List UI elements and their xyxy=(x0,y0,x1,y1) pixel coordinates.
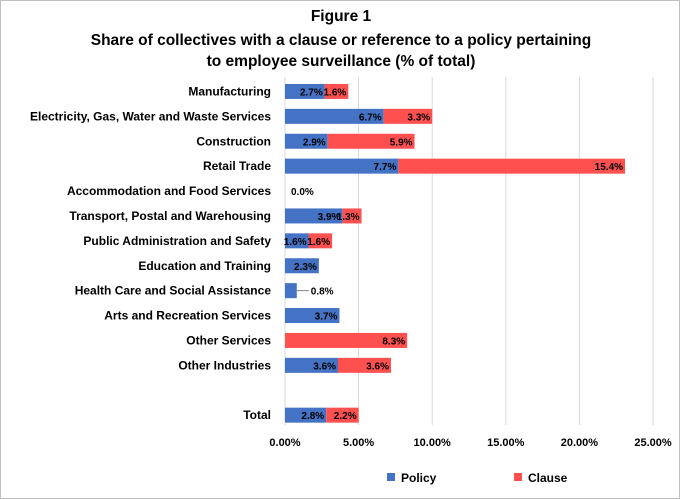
bar-policy xyxy=(285,83,325,99)
bar-clause xyxy=(383,108,433,124)
bar-policy xyxy=(285,158,399,174)
category-label: Public Administration and Safety xyxy=(83,234,271,248)
data-label: 3.7% xyxy=(315,312,338,323)
bar-clause xyxy=(324,83,349,99)
data-label: 8.3% xyxy=(382,336,405,347)
data-label: 0.8% xyxy=(311,287,334,298)
category-label: Other Industries xyxy=(178,358,271,372)
bar-policy xyxy=(285,357,338,373)
bar-clause xyxy=(398,158,626,174)
data-label: 1.6% xyxy=(323,87,346,98)
x-tick-label: 10.00% xyxy=(414,437,452,449)
data-label: 2.8% xyxy=(301,411,324,422)
data-label: 0.0% xyxy=(291,187,314,198)
category-label: Construction xyxy=(196,134,271,148)
category-label: Total xyxy=(243,408,271,422)
bar-clause xyxy=(308,233,333,249)
category-label: Manufacturing xyxy=(188,84,271,98)
data-label: 3.6% xyxy=(366,361,389,372)
category-label: Accommodation and Food Services xyxy=(67,184,271,198)
category-label: Transport, Postal and Warehousing xyxy=(69,209,271,223)
chart-subtitle-line-2: to employee surveillance (% of total) xyxy=(206,53,476,70)
data-label: 2.2% xyxy=(334,411,357,422)
bar-clause xyxy=(326,407,359,423)
bar-policy xyxy=(285,308,340,324)
data-label: 5.9% xyxy=(390,137,413,148)
category-label: Health Care and Social Assistance xyxy=(75,284,272,298)
category-label: Arts and Recreation Services xyxy=(104,309,271,323)
x-tick-label: 5.00% xyxy=(343,437,374,449)
bar-clause xyxy=(337,357,391,373)
bar-policy xyxy=(285,407,327,423)
category-label: Education and Training xyxy=(138,259,271,273)
data-label: 15.4% xyxy=(595,162,623,173)
bar-policy xyxy=(285,133,328,149)
bar-policy xyxy=(285,108,384,124)
category-label: Other Services xyxy=(186,333,271,347)
data-label: 3.3% xyxy=(407,112,430,123)
data-label: 2.9% xyxy=(303,137,326,148)
bar-policy xyxy=(285,208,343,224)
data-label: 1.6% xyxy=(307,237,330,248)
category-label: Retail Trade xyxy=(203,159,271,173)
chart-title: Figure 1 xyxy=(310,8,372,25)
category-label: Electricity, Gas, Water and Waste Servic… xyxy=(30,109,271,123)
x-tick-label: 0.00% xyxy=(269,437,300,449)
data-label: 3.6% xyxy=(313,361,336,372)
x-tick-label: 20.00% xyxy=(561,437,599,449)
legend-label-clause: Clause xyxy=(528,471,568,485)
legend-swatch-clause xyxy=(514,473,522,481)
chart-subtitle-line-1: Share of collectives with a clause or re… xyxy=(90,32,592,49)
data-label: 1.3% xyxy=(337,212,360,223)
data-label: 6.7% xyxy=(359,112,382,123)
data-label: 2.3% xyxy=(294,262,317,273)
data-label: 1.6% xyxy=(284,237,307,248)
bar-clause xyxy=(342,208,362,224)
bar-policy xyxy=(285,258,319,274)
bar-clause xyxy=(285,332,408,348)
data-label: 3.9% xyxy=(318,212,341,223)
x-tick-label: 25.00% xyxy=(634,437,672,449)
data-label: 7.7% xyxy=(374,162,397,173)
x-tick-label: 15.00% xyxy=(487,437,525,449)
legend-swatch-policy xyxy=(387,473,395,481)
bar-clause xyxy=(327,133,415,149)
bar-policy xyxy=(285,233,309,249)
bar-policy xyxy=(285,283,297,299)
data-label: 2.7% xyxy=(300,87,323,98)
legend-label-policy: Policy xyxy=(401,471,437,485)
